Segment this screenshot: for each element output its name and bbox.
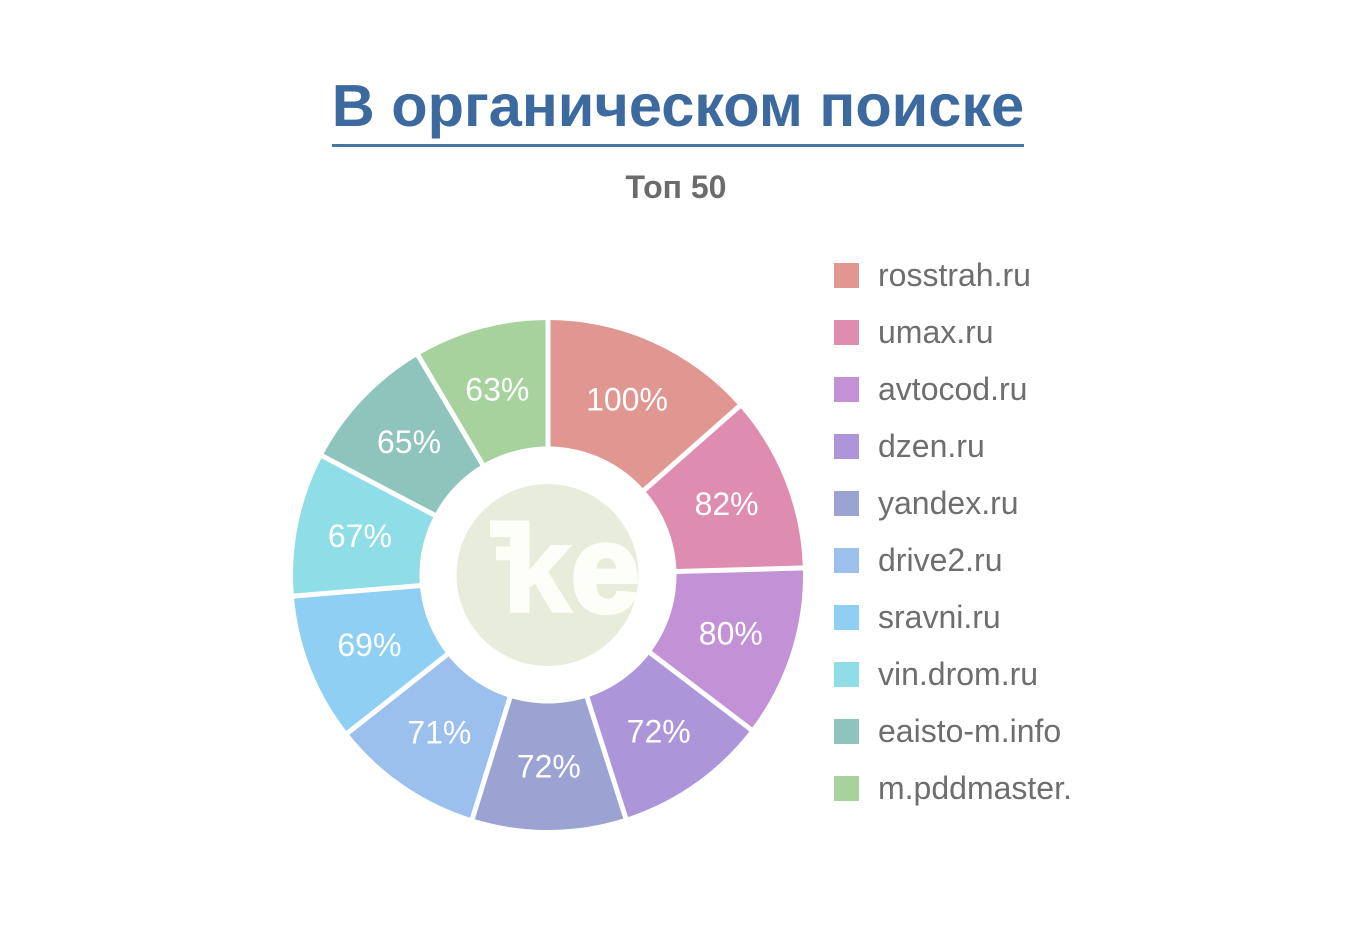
svg-text:63%: 63%: [465, 371, 529, 407]
svg-text:82%: 82%: [695, 486, 759, 522]
svg-text:65%: 65%: [377, 424, 441, 460]
svg-text:72%: 72%: [627, 713, 691, 749]
svg-text:100%: 100%: [586, 382, 668, 418]
svg-text:e: e: [571, 502, 639, 639]
svg-text:69%: 69%: [337, 627, 401, 663]
svg-text:72%: 72%: [517, 749, 581, 785]
svg-text:67%: 67%: [328, 518, 392, 554]
svg-text:71%: 71%: [407, 715, 471, 751]
svg-text:80%: 80%: [699, 615, 763, 651]
